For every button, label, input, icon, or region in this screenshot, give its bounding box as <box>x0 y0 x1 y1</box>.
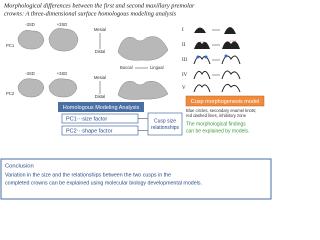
model-title: Cusp morphogenesis model <box>191 99 259 105</box>
factor-text: PC2···shape factor <box>66 128 113 134</box>
direction-label: Mesial <box>94 27 106 32</box>
stage-label: IV <box>182 73 188 78</box>
sd-label: -3SD <box>25 22 35 27</box>
crown-shape <box>48 78 78 98</box>
stage-label: V <box>182 86 186 91</box>
pc-label: PC2 <box>6 91 15 96</box>
relationship-text: relationships <box>151 125 180 131</box>
crown-profile <box>117 36 169 61</box>
direction-label: Buccal <box>120 65 133 70</box>
enamel-knot <box>224 54 228 58</box>
analysis-title: Homologous Modeling Analysis <box>63 105 140 111</box>
stage-shape <box>193 55 241 65</box>
arrow <box>212 29 220 76</box>
enamel-knot <box>204 55 208 59</box>
inhibitory-zone <box>200 40 236 43</box>
enamel-knot <box>196 55 200 59</box>
stage-shape <box>193 70 241 80</box>
sd-label: +3SD <box>57 22 68 27</box>
crown-profile <box>117 81 169 100</box>
model-note: red dashed lines, inhibitory zone <box>186 113 247 118</box>
crown-shape <box>17 78 45 98</box>
analysis-box <box>58 102 144 112</box>
relationship-text: Cusp size <box>154 118 176 124</box>
stage-shape <box>194 41 240 49</box>
conclusion-text: Variation in the size and the relationsh… <box>5 172 171 178</box>
title-line: Morphological differences between the fi… <box>3 2 195 9</box>
stage-label: III <box>182 58 187 63</box>
conclusion-title: Conclusion <box>5 164 34 170</box>
stage-shape <box>193 83 241 93</box>
sd-label: -3SD <box>25 71 35 76</box>
pc-label: PC1 <box>6 43 15 48</box>
sd-label: +3SD <box>57 71 68 76</box>
factor-text: PC1···size factor <box>66 116 107 122</box>
stages: I II III IV V <box>182 27 241 93</box>
crown-shape <box>48 28 79 52</box>
stage-shape <box>194 27 236 34</box>
stage-label: II <box>182 43 186 48</box>
relationship-box <box>147 112 183 136</box>
arrow <box>138 118 148 131</box>
model-finding: can be explained by models. <box>186 128 249 134</box>
model-box <box>185 95 265 107</box>
stage-label: I <box>182 28 184 33</box>
conclusion-text: completed crowns can be explained using … <box>5 180 202 186</box>
model-note: Blue circles, secondary enamel knots; <box>186 108 256 113</box>
direction-label: Distal <box>95 94 106 99</box>
direction-label: Distal <box>95 49 106 54</box>
direction-label: Mesial <box>94 75 106 80</box>
model-finding: The morphological findings <box>186 121 246 127</box>
graphical-abstract: Morphological differences between the fi… <box>0 2 272 200</box>
conclusion-box <box>0 158 272 200</box>
title-line: crowns: A three-dimensional surface homo… <box>4 10 177 17</box>
direction-label: Lingual <box>150 65 164 70</box>
crown-shape <box>17 30 45 50</box>
